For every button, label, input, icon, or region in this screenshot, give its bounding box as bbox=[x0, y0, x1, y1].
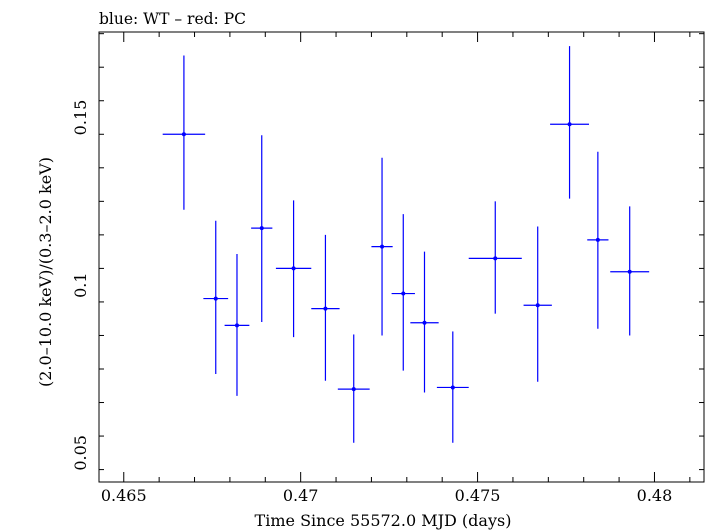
data-marker bbox=[323, 306, 328, 311]
data-marker bbox=[380, 244, 385, 249]
data-point bbox=[371, 157, 393, 336]
tick-labels: 0.465 0.47 0.475 0.48 0.05 0.1 0.15 bbox=[71, 100, 672, 505]
x-tick-label: 0.465 bbox=[101, 486, 147, 505]
y-axis-label: (2.0–10.0 keV)/(0.3–2.0 keV) bbox=[36, 157, 55, 387]
chart-title: blue: WT – red: PC bbox=[99, 10, 246, 28]
data-marker bbox=[535, 303, 540, 308]
data-marker bbox=[567, 122, 572, 127]
y-tick-label: 0.15 bbox=[71, 100, 90, 136]
data-point bbox=[587, 151, 609, 329]
x-axis-label: Time Since 55572.0 MJD (days) bbox=[255, 511, 512, 530]
axis-ticks bbox=[99, 32, 704, 482]
x-tick-label: 0.47 bbox=[283, 486, 319, 505]
x-tick-label: 0.48 bbox=[637, 486, 673, 505]
data-points bbox=[162, 46, 650, 443]
data-marker bbox=[234, 323, 239, 328]
data-point bbox=[550, 46, 590, 199]
data-marker bbox=[351, 387, 356, 392]
data-point bbox=[523, 226, 552, 382]
data-marker bbox=[595, 237, 600, 242]
data-marker bbox=[401, 291, 406, 296]
data-marker bbox=[259, 226, 264, 231]
data-point bbox=[162, 55, 206, 210]
data-marker bbox=[627, 269, 632, 274]
data-point bbox=[203, 220, 229, 375]
data-marker bbox=[422, 320, 427, 325]
x-tick-label: 0.475 bbox=[455, 486, 501, 505]
data-point bbox=[224, 253, 250, 396]
y-tick-label: 0.1 bbox=[71, 272, 90, 297]
data-marker bbox=[213, 296, 218, 301]
data-point bbox=[436, 331, 469, 443]
data-marker bbox=[493, 256, 498, 261]
data-marker bbox=[181, 132, 186, 137]
y-tick-label: 0.05 bbox=[71, 435, 90, 471]
data-point bbox=[311, 234, 340, 381]
data-point bbox=[410, 251, 439, 393]
data-point bbox=[251, 135, 273, 323]
data-point bbox=[610, 206, 650, 336]
data-point bbox=[275, 200, 312, 338]
data-marker bbox=[450, 385, 455, 390]
data-point bbox=[337, 334, 370, 443]
plot-frame bbox=[98, 31, 705, 483]
data-point bbox=[391, 214, 415, 371]
data-marker bbox=[291, 266, 296, 271]
data-point bbox=[468, 201, 522, 314]
